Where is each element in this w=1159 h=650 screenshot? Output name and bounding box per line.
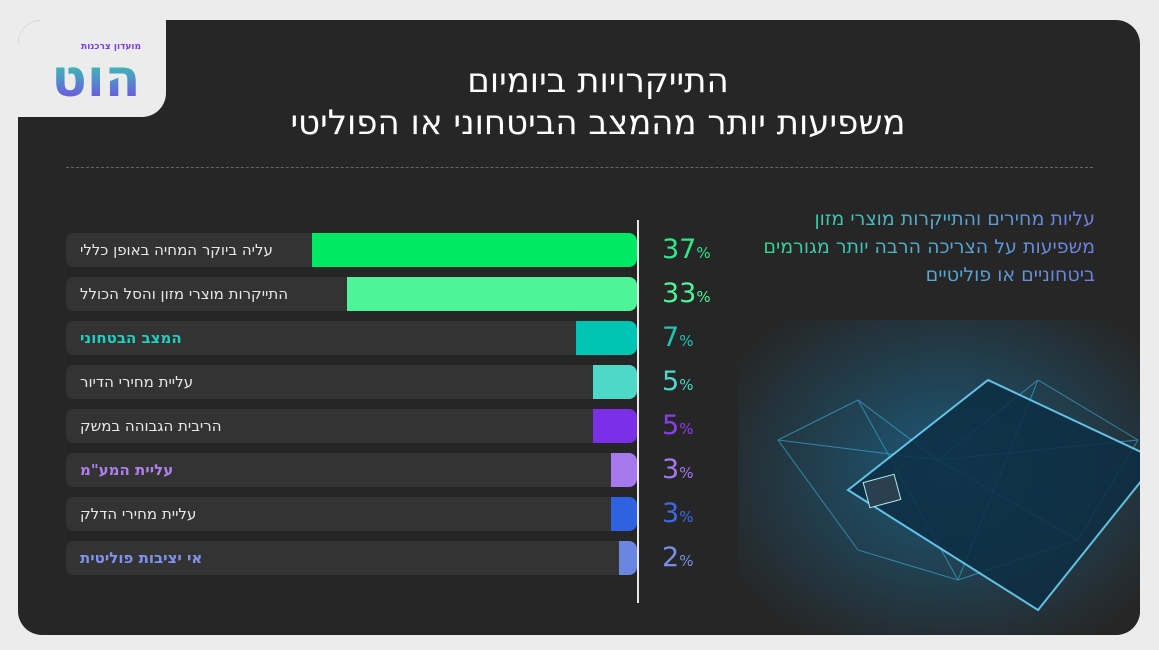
bar <box>347 277 637 311</box>
value-label: 5% <box>662 365 693 402</box>
value-unit: % <box>696 244 711 262</box>
value-label: 7% <box>662 321 693 358</box>
bar-row: הריבית הגבוהה במשק <box>66 409 637 443</box>
chart-axis-line <box>637 220 639 603</box>
bar-row: עליית מחירי הדיור <box>66 365 637 399</box>
value-unit: % <box>679 332 694 350</box>
title-line-2: משפיעות יותר מהמצב הביטחוני או הפוליטי <box>290 103 906 143</box>
category-label: עליית המע"מ <box>80 461 174 479</box>
credit-card-network-image <box>738 320 1140 635</box>
bar-row: אי יציבות פוליטית <box>66 541 637 575</box>
value-number: 5 <box>662 410 680 441</box>
value-unit: % <box>679 464 694 482</box>
bar <box>610 453 637 487</box>
value-number: 37 <box>662 234 697 265</box>
bar <box>610 497 637 531</box>
value-unit: % <box>696 288 711 306</box>
value-unit: % <box>679 376 694 394</box>
value-label: 3% <box>662 453 693 490</box>
value-label: 3% <box>662 497 693 534</box>
bar-row: המצב הבטחוני <box>66 321 637 355</box>
bar <box>575 321 637 355</box>
value-label: 2% <box>662 541 693 578</box>
value-number: 3 <box>662 498 680 529</box>
bar-row: עליית מחירי הדלק <box>66 497 637 531</box>
value-unit: % <box>679 420 694 438</box>
bar <box>619 541 637 575</box>
bar-row: עליה ביוקר המחיה באופן כללי <box>66 233 637 267</box>
title-line-1: התייקרויות ביומיום <box>467 61 729 101</box>
value-number: 5 <box>662 366 680 397</box>
category-label: התייקרות מוצרי מזון והסל הכולל <box>80 285 289 303</box>
category-label: אי יציבות פוליטית <box>80 549 203 567</box>
bar-row: עליית המע"מ <box>66 453 637 487</box>
value-label: 5% <box>662 409 693 446</box>
bar <box>593 365 637 399</box>
value-unit: % <box>679 508 694 526</box>
brand-logo: מועדון צרכנות הוט <box>46 42 146 107</box>
category-label: המצב הבטחוני <box>80 329 182 347</box>
divider <box>66 167 1093 168</box>
value-label: 33% <box>662 277 711 314</box>
value-label: 37% <box>662 233 711 270</box>
category-label: הריבית הגבוהה במשק <box>80 417 222 435</box>
bar-row: התייקרות מוצרי מזון והסל הכולל <box>66 277 637 311</box>
value-number: 3 <box>662 454 680 485</box>
category-label: עליית מחירי הדלק <box>80 505 197 523</box>
value-number: 33 <box>662 278 697 309</box>
logo-tagline: מועדון צרכנות <box>81 42 141 52</box>
bar <box>311 233 637 267</box>
value-unit: % <box>679 552 694 570</box>
logo-name: הוט <box>46 51 146 107</box>
logo-tab: מועדון צרכנות הוט <box>18 20 166 117</box>
category-label: עליית מחירי הדיור <box>80 373 194 391</box>
summary-note: עליות מחירים והתייקרות מוצרי מזון משפיעו… <box>740 205 1095 289</box>
category-label: עליה ביוקר המחיה באופן כללי <box>80 241 273 259</box>
value-number: 2 <box>662 542 680 573</box>
value-number: 7 <box>662 322 680 353</box>
bar <box>593 409 637 443</box>
